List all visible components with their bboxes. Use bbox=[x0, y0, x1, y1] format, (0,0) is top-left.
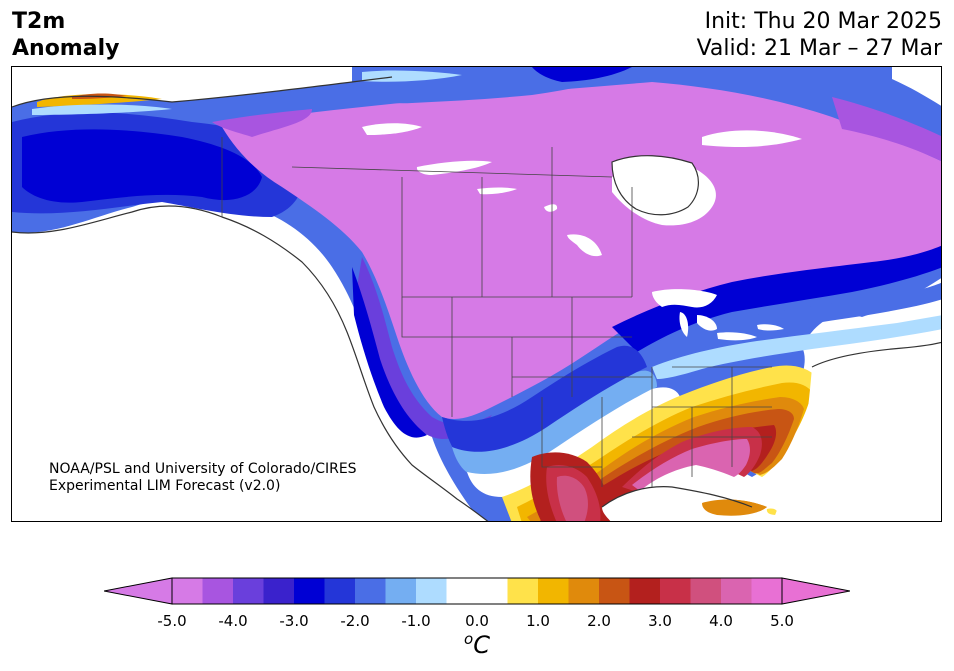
colorbar-tick-label: 3.0 bbox=[648, 612, 672, 630]
colorbar-tick-label: -2.0 bbox=[340, 612, 370, 630]
init-date: Init: Thu 20 Mar 2025 bbox=[704, 9, 942, 34]
title-line-1: T2m bbox=[12, 9, 66, 34]
valid-range: Valid: 21 Mar – 27 Mar bbox=[696, 36, 942, 61]
colorbar-tick-label: -4.0 bbox=[218, 612, 248, 630]
anomaly-map bbox=[11, 66, 942, 522]
colorbar-segment bbox=[263, 578, 295, 604]
credit-line-1: NOAA/PSL and University of Colorado/CIRE… bbox=[49, 461, 357, 477]
colorbar-outline bbox=[171, 577, 783, 605]
colorbar-tick-label: 4.0 bbox=[709, 612, 733, 630]
colorbar-segment bbox=[324, 578, 356, 604]
colorbar-segment bbox=[507, 578, 539, 604]
colorbar-segment bbox=[568, 578, 600, 604]
title-line-2: Anomaly bbox=[12, 36, 120, 61]
colorbar-segment bbox=[690, 578, 722, 604]
colorbar-tick-label: 5.0 bbox=[770, 612, 794, 630]
state-borders bbox=[221, 137, 772, 487]
colorbar-tick-label: -5.0 bbox=[157, 612, 187, 630]
colorbar-segment bbox=[721, 578, 752, 604]
colorbar-segment bbox=[416, 578, 447, 604]
colorbar-segment bbox=[538, 578, 569, 604]
colorbar-segment bbox=[172, 578, 203, 604]
map-title: T2m Anomaly bbox=[12, 8, 119, 62]
forecast-dates: Init: Thu 20 Mar 2025 Valid: 21 Mar – 27… bbox=[697, 8, 942, 62]
colorbar-tick-label: -1.0 bbox=[401, 612, 431, 630]
colorbar-segment bbox=[294, 578, 325, 604]
units-label: oC bbox=[464, 630, 490, 659]
units-base: C bbox=[473, 631, 490, 659]
colorbar bbox=[104, 577, 850, 605]
map-borders bbox=[12, 76, 941, 521]
colorbar-segment bbox=[233, 578, 264, 604]
colorbar-segment bbox=[355, 578, 386, 604]
lakes bbox=[362, 123, 784, 341]
credit-text: NOAA/PSL and University of Colorado/CIRE… bbox=[49, 461, 357, 495]
colorbar-tick-label: -3.0 bbox=[279, 612, 309, 630]
colorbar-segment bbox=[751, 578, 783, 604]
credit-line-2: Experimental LIM Forecast (v2.0) bbox=[49, 478, 281, 494]
colorbar-tick-label: 2.0 bbox=[587, 612, 611, 630]
colorbar-segment bbox=[599, 578, 630, 604]
units-superscript: o bbox=[464, 630, 474, 648]
colorbar-segment bbox=[477, 578, 508, 604]
colorbar-segment bbox=[629, 578, 661, 604]
colorbar-segment bbox=[660, 578, 691, 604]
colorbar-segment bbox=[446, 578, 478, 604]
colorbar-over-arrow bbox=[781, 577, 850, 605]
colorbar-segment bbox=[202, 578, 234, 604]
colorbar-segment bbox=[385, 578, 417, 604]
colorbar-tick-label: 0.0 bbox=[465, 612, 489, 630]
colorbar-under-arrow bbox=[104, 577, 173, 605]
colorbar-tick-label: 1.0 bbox=[526, 612, 550, 630]
